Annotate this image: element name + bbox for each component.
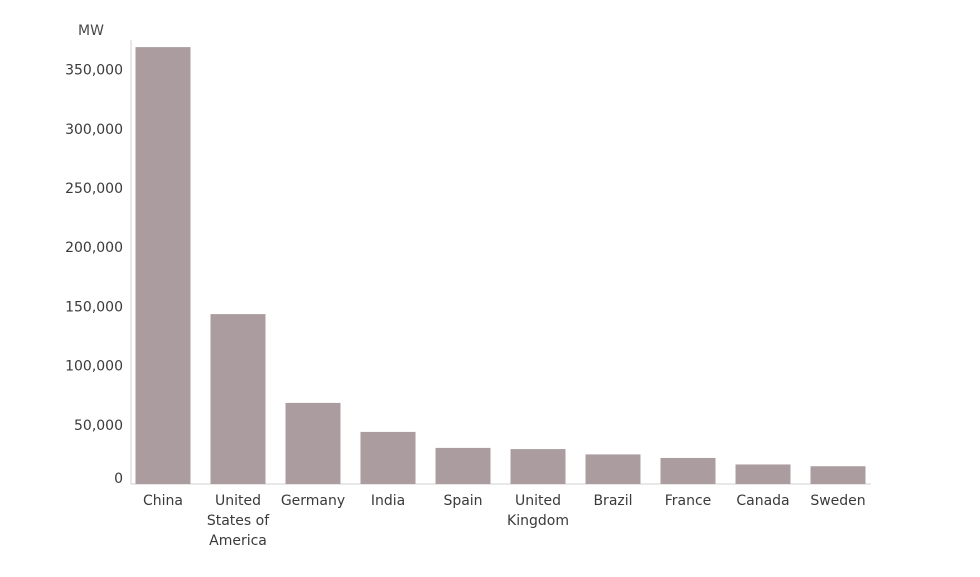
x-tick-label: Germany — [281, 493, 345, 509]
y-axis-unit-label: MW — [78, 23, 104, 39]
bar — [510, 449, 566, 484]
x-axis-labels: China United States of America Germany India S… — [143, 493, 866, 549]
x-tick-label: Spain — [443, 493, 482, 509]
bar — [585, 454, 641, 484]
y-tick-label: 350,000 — [65, 63, 123, 79]
y-tick-label: 50,000 — [74, 418, 123, 434]
bar — [735, 464, 791, 484]
bar — [660, 457, 716, 484]
bar — [435, 447, 491, 484]
x-tick-label: France — [665, 493, 712, 509]
y-tick-label: 300,000 — [65, 122, 123, 138]
x-tick-label: Sweden — [810, 493, 865, 509]
x-tick-label: Canada — [736, 493, 789, 509]
x-tick-label: China — [143, 493, 183, 509]
bar — [285, 402, 341, 484]
y-tick-label: 0 — [114, 471, 123, 487]
bar — [135, 47, 191, 484]
bar — [360, 431, 416, 484]
y-axis-ticks: 0 50,000 100,000 150,000 200,000 250,000 300,0… — [65, 63, 123, 487]
x-tick-label: United Kingdom — [507, 493, 569, 529]
bar — [210, 314, 266, 484]
y-tick-label: 150,000 — [65, 299, 123, 315]
y-tick-label: 100,000 — [65, 359, 123, 375]
x-tick-label: India — [371, 493, 405, 509]
bar — [810, 466, 866, 484]
x-tick-label: Brazil — [593, 493, 632, 509]
y-tick-label: 250,000 — [65, 181, 123, 197]
bars — [135, 47, 866, 484]
y-tick-label: 200,000 — [65, 240, 123, 256]
x-tick-label: United States of America — [207, 493, 270, 549]
